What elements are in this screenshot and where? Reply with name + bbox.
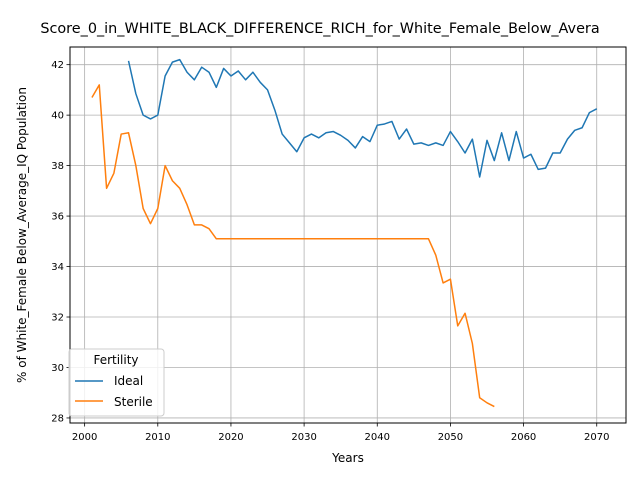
chart-title: Score_0_in_WHITE_BLACK_DIFFERENCE_RICH_f… (40, 21, 599, 37)
legend-label-ideal: Ideal (114, 374, 143, 388)
legend-title: Fertility (93, 353, 138, 367)
series-line-ideal (127, 58, 598, 178)
y-tick-label: 28 (51, 413, 64, 424)
x-axis-label: Years (331, 451, 364, 465)
series-lines (91, 58, 598, 408)
x-tick-label: 2050 (438, 432, 463, 443)
y-tick-label: 32 (51, 313, 64, 324)
legend-box (68, 348, 165, 417)
y-tick-label: 38 (51, 161, 64, 172)
legend: Fertility Ideal Sterile (68, 348, 165, 417)
x-tick-label: 2040 (365, 432, 390, 443)
y-tick-label: 40 (51, 111, 64, 122)
x-tick-label: 2030 (291, 432, 316, 443)
legend-label-sterile: Sterile (114, 395, 153, 409)
x-tick-label: 2010 (145, 432, 170, 443)
y-axis-label: % of White_Female Below_Average_IQ Popul… (15, 87, 29, 383)
axis-ticks: 2000 2010 2020 2030 2040 2050 2060 2070 28 30 32 34… (51, 60, 609, 443)
x-tick-label: 2000 (72, 432, 97, 443)
x-tick-label: 2060 (511, 432, 536, 443)
series-line-sterile (91, 84, 495, 408)
x-tick-label: 2070 (584, 432, 609, 443)
y-tick-label: 42 (51, 60, 64, 71)
y-tick-label: 30 (51, 363, 64, 374)
y-tick-label: 34 (51, 262, 64, 273)
y-tick-label: 36 (51, 212, 64, 223)
x-tick-label: 2020 (218, 432, 243, 443)
plot-frame (69, 46, 627, 424)
